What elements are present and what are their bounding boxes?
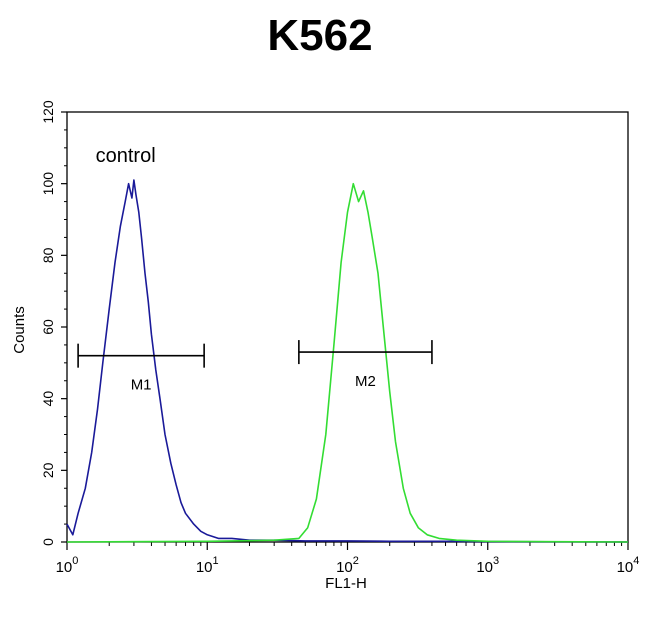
y-tick-label: 60 [40,319,56,335]
x-tick-label: 102 [336,555,359,576]
x-tick-base: 10 [476,559,493,576]
control-annotation: control [96,145,156,167]
sample-histogram-line [66,182,629,543]
x-tick-label: 103 [476,555,499,576]
y-tick-label: 80 [40,247,56,263]
x-axis-label: FL1-H [325,575,367,592]
x-tick-base: 10 [56,559,73,576]
x-tick-base: 10 [336,559,353,576]
gate-label: M2 [355,373,376,390]
x-axis-ticks: 100 101 102 103 104 [56,542,640,576]
x-tick-exponent: 2 [353,555,359,567]
x-tick-exponent: 0 [72,555,78,567]
x-tick-label: 104 [617,555,640,576]
x-tick-exponent: 1 [213,555,219,567]
y-axis-ticks: 0 20 40 60 80 100 120 [40,100,67,546]
control-histogram-line [66,179,629,543]
gate-label: M1 [131,377,152,394]
series-layer [66,179,629,543]
gate-layer: M1 M2 [77,340,433,394]
chart-title: K562 [267,11,372,60]
x-tick-base: 10 [617,559,634,576]
y-tick-label: 120 [40,100,56,124]
y-tick-label: 20 [40,462,56,478]
y-tick-label: 0 [40,538,56,546]
x-tick-base: 10 [196,559,213,576]
x-tick-exponent: 4 [633,555,639,567]
y-tick-label: 40 [40,391,56,407]
x-tick-label: 101 [196,555,219,576]
x-tick-exponent: 3 [493,555,499,567]
y-axis-label: Counts [11,306,28,354]
x-tick-label: 100 [56,555,79,576]
y-tick-label: 100 [40,172,56,196]
